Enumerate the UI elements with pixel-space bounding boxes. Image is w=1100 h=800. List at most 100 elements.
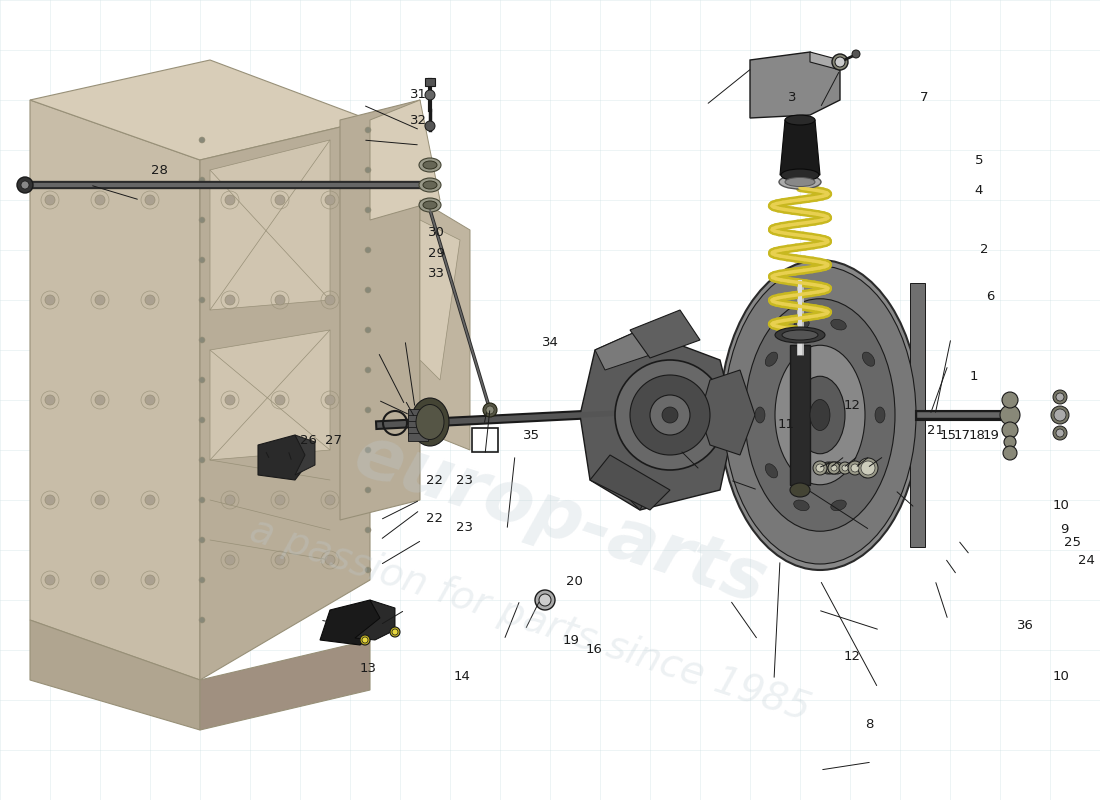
Text: 18: 18: [968, 429, 986, 442]
Text: 13: 13: [360, 662, 377, 674]
Circle shape: [275, 495, 285, 505]
Text: 17: 17: [954, 429, 971, 442]
Polygon shape: [210, 140, 330, 310]
Text: 32: 32: [409, 114, 427, 126]
Text: 23: 23: [455, 474, 473, 486]
Circle shape: [392, 629, 398, 635]
Circle shape: [45, 395, 55, 405]
Circle shape: [365, 207, 371, 213]
Polygon shape: [590, 455, 670, 510]
Polygon shape: [595, 330, 650, 370]
Text: 22: 22: [426, 512, 443, 525]
Circle shape: [199, 537, 205, 543]
Text: 29: 29: [428, 247, 446, 260]
Circle shape: [45, 195, 55, 205]
Ellipse shape: [424, 201, 437, 209]
Bar: [790, 345, 810, 485]
Circle shape: [828, 462, 840, 474]
Polygon shape: [355, 600, 395, 640]
Text: 33: 33: [428, 267, 446, 280]
Text: 30: 30: [428, 226, 446, 238]
Text: a passion for parts since 1985: a passion for parts since 1985: [245, 511, 815, 729]
Ellipse shape: [724, 266, 916, 564]
Polygon shape: [200, 120, 370, 680]
Circle shape: [1002, 422, 1018, 438]
Ellipse shape: [862, 352, 874, 366]
Ellipse shape: [830, 500, 846, 510]
Circle shape: [199, 137, 205, 143]
Circle shape: [16, 177, 33, 193]
Text: 19: 19: [982, 429, 1000, 442]
Circle shape: [226, 295, 235, 305]
Circle shape: [226, 195, 235, 205]
Circle shape: [483, 403, 497, 417]
Circle shape: [199, 257, 205, 263]
Ellipse shape: [419, 178, 441, 192]
Ellipse shape: [779, 175, 821, 189]
Circle shape: [226, 495, 235, 505]
Circle shape: [828, 462, 840, 474]
Ellipse shape: [862, 464, 874, 478]
Circle shape: [145, 575, 155, 585]
Polygon shape: [210, 330, 330, 460]
Ellipse shape: [745, 298, 895, 531]
Circle shape: [145, 495, 155, 505]
Text: 15: 15: [939, 429, 957, 442]
Circle shape: [275, 195, 285, 205]
Circle shape: [1056, 393, 1064, 401]
Ellipse shape: [794, 500, 810, 510]
Circle shape: [199, 577, 205, 583]
Text: 24: 24: [1078, 554, 1096, 566]
Circle shape: [1056, 429, 1064, 437]
Text: 16: 16: [585, 643, 603, 656]
Ellipse shape: [419, 198, 441, 212]
Circle shape: [145, 395, 155, 405]
Text: 10: 10: [1053, 499, 1070, 512]
Ellipse shape: [720, 260, 920, 570]
Text: 12: 12: [844, 399, 861, 412]
Circle shape: [199, 377, 205, 383]
Ellipse shape: [874, 407, 886, 423]
Polygon shape: [780, 120, 820, 175]
Circle shape: [1004, 436, 1016, 448]
Text: 31: 31: [409, 88, 427, 101]
Circle shape: [1050, 406, 1069, 424]
Circle shape: [324, 195, 336, 205]
Circle shape: [45, 575, 55, 585]
Circle shape: [199, 337, 205, 343]
Ellipse shape: [776, 327, 825, 343]
Circle shape: [275, 555, 285, 565]
Circle shape: [835, 57, 845, 67]
Bar: [408, 409, 428, 417]
Text: 23: 23: [455, 522, 473, 534]
Circle shape: [226, 395, 235, 405]
Circle shape: [365, 407, 371, 413]
Polygon shape: [295, 435, 315, 475]
Circle shape: [45, 495, 55, 505]
Text: europ-arts: europ-arts: [345, 421, 774, 619]
Circle shape: [365, 127, 371, 133]
Circle shape: [324, 295, 336, 305]
Bar: [425, 78, 435, 86]
Polygon shape: [620, 470, 650, 510]
Text: 14: 14: [453, 670, 471, 682]
Polygon shape: [420, 220, 460, 380]
Circle shape: [662, 407, 678, 423]
Circle shape: [535, 590, 556, 610]
Polygon shape: [700, 370, 755, 455]
Text: 25: 25: [1064, 536, 1081, 549]
Ellipse shape: [755, 407, 764, 423]
Circle shape: [1002, 392, 1018, 408]
Circle shape: [842, 465, 848, 471]
Circle shape: [365, 367, 371, 373]
Bar: [408, 421, 428, 429]
Circle shape: [324, 495, 336, 505]
Text: 10: 10: [1053, 670, 1070, 682]
Bar: [408, 427, 428, 435]
Circle shape: [145, 195, 155, 205]
Ellipse shape: [790, 483, 810, 497]
Circle shape: [852, 50, 860, 58]
Circle shape: [21, 181, 29, 189]
Circle shape: [816, 464, 824, 472]
Ellipse shape: [766, 464, 778, 478]
